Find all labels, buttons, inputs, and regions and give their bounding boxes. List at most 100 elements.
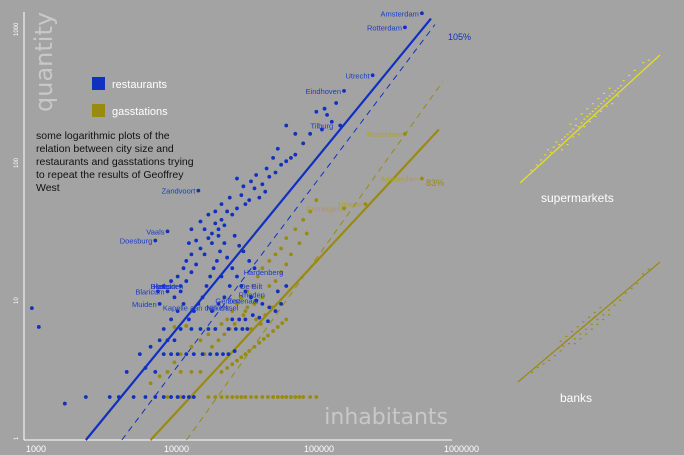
city-label: Hardenberg [244, 268, 284, 277]
x-tick-label-1000000: 1000000 [444, 444, 479, 454]
restaurants-point [83, 395, 88, 399]
gasstations-point [255, 274, 260, 279]
restaurants-point [235, 274, 239, 279]
gasstations-point [241, 313, 246, 318]
supermarkets-point [628, 74, 631, 77]
supermarkets-point [558, 144, 561, 146]
supermarkets-point [572, 136, 575, 138]
gasstations-point [165, 370, 170, 374]
supermarkets-point [591, 103, 594, 105]
restaurants-point [289, 155, 293, 160]
restaurants-point [403, 25, 407, 30]
city-label: Heusden [153, 282, 183, 291]
restaurants-point [157, 338, 162, 343]
banks-point [536, 367, 539, 369]
fit-label-restaurants: 105% [448, 32, 471, 42]
restaurants-point [137, 352, 142, 357]
supermarkets-point [577, 126, 580, 128]
supermarkets-point [586, 115, 589, 118]
gasstations-point [254, 395, 259, 399]
restaurants-point [204, 284, 209, 288]
restaurants-point [175, 274, 180, 279]
restaurants-point [189, 227, 194, 232]
gasstations-point [232, 322, 237, 326]
gasstations-point [189, 344, 194, 349]
restaurants-point [216, 227, 221, 232]
banks-point [588, 316, 590, 318]
restaurants-point [279, 162, 284, 167]
city-label: Rheden [239, 290, 265, 299]
restaurants-point [235, 206, 239, 211]
restaurants-point [29, 306, 34, 311]
supermarkets-point [603, 100, 605, 102]
gasstations-point [279, 270, 284, 275]
city-label: Vaals [146, 227, 164, 236]
restaurants-point [250, 313, 255, 318]
restaurants-point [237, 317, 242, 322]
gasstations-point [230, 362, 235, 367]
restaurants-point [263, 189, 268, 194]
restaurants-point [161, 395, 166, 399]
gasstations-point [178, 352, 183, 357]
restaurants-point [284, 123, 289, 128]
gasstations-point [235, 395, 239, 399]
gasstations-point [206, 395, 211, 399]
restaurants-point [187, 241, 191, 245]
restaurants-point [124, 370, 129, 374]
city-label: Muiden [132, 300, 157, 309]
gasstations-point [271, 329, 275, 333]
city-label: Kapelle aan den IJssel [163, 303, 239, 312]
supermarkets-point [561, 149, 563, 151]
city-labels: Amsterdam Rotterdam Utrecht Eindhoven Tilbur… [120, 9, 419, 312]
restaurants-point [181, 395, 186, 399]
restaurants-point [233, 327, 238, 331]
restaurants-point [178, 327, 183, 331]
restaurants-point [210, 231, 214, 236]
restaurants-point [232, 349, 237, 353]
banks-point [570, 335, 573, 337]
restaurants-point [169, 352, 174, 357]
gasstations-point [189, 370, 194, 374]
restaurants-point [240, 327, 245, 331]
restaurants-point [191, 395, 196, 399]
gasstations-point [243, 309, 248, 314]
supermarkets-point [617, 87, 619, 89]
supermarkets-fit-line [519, 54, 661, 184]
banks-point [607, 309, 610, 311]
gasstations-point [219, 322, 224, 326]
city-label: De Bilt [240, 282, 263, 291]
gasstations-point [403, 131, 407, 136]
gasstations-point [225, 366, 230, 370]
restaurants-point [161, 352, 166, 357]
restaurants-point [239, 193, 244, 198]
supermarkets-point [547, 149, 549, 151]
restaurants-point [169, 279, 174, 283]
legend-label-restaurants: restaurants [112, 79, 168, 91]
gasstations-point [230, 395, 235, 399]
supermarkets-point [597, 97, 600, 100]
banks-point [630, 287, 633, 289]
banks-point [562, 345, 565, 347]
supermarkets-point [600, 110, 603, 112]
restaurants-point [222, 295, 227, 300]
gasstations-point [284, 317, 289, 322]
supermarkets-point [591, 110, 594, 112]
restaurants-point [131, 395, 136, 399]
restaurants-point [293, 152, 298, 157]
restaurants-point [198, 246, 203, 251]
supermarkets-point [608, 95, 611, 97]
banks-point [602, 319, 605, 321]
restaurants-point [206, 236, 211, 241]
supermarkets-point [575, 124, 577, 126]
restaurants-point [420, 11, 424, 16]
restaurants-point [194, 262, 199, 267]
banks-point [607, 314, 610, 316]
restaurants-point [338, 123, 343, 128]
supermarkets-point [572, 128, 575, 130]
banks-point [542, 363, 545, 365]
gasstations-point [273, 279, 278, 283]
restaurants-point [202, 252, 207, 257]
city-label: Bussum [151, 282, 178, 291]
